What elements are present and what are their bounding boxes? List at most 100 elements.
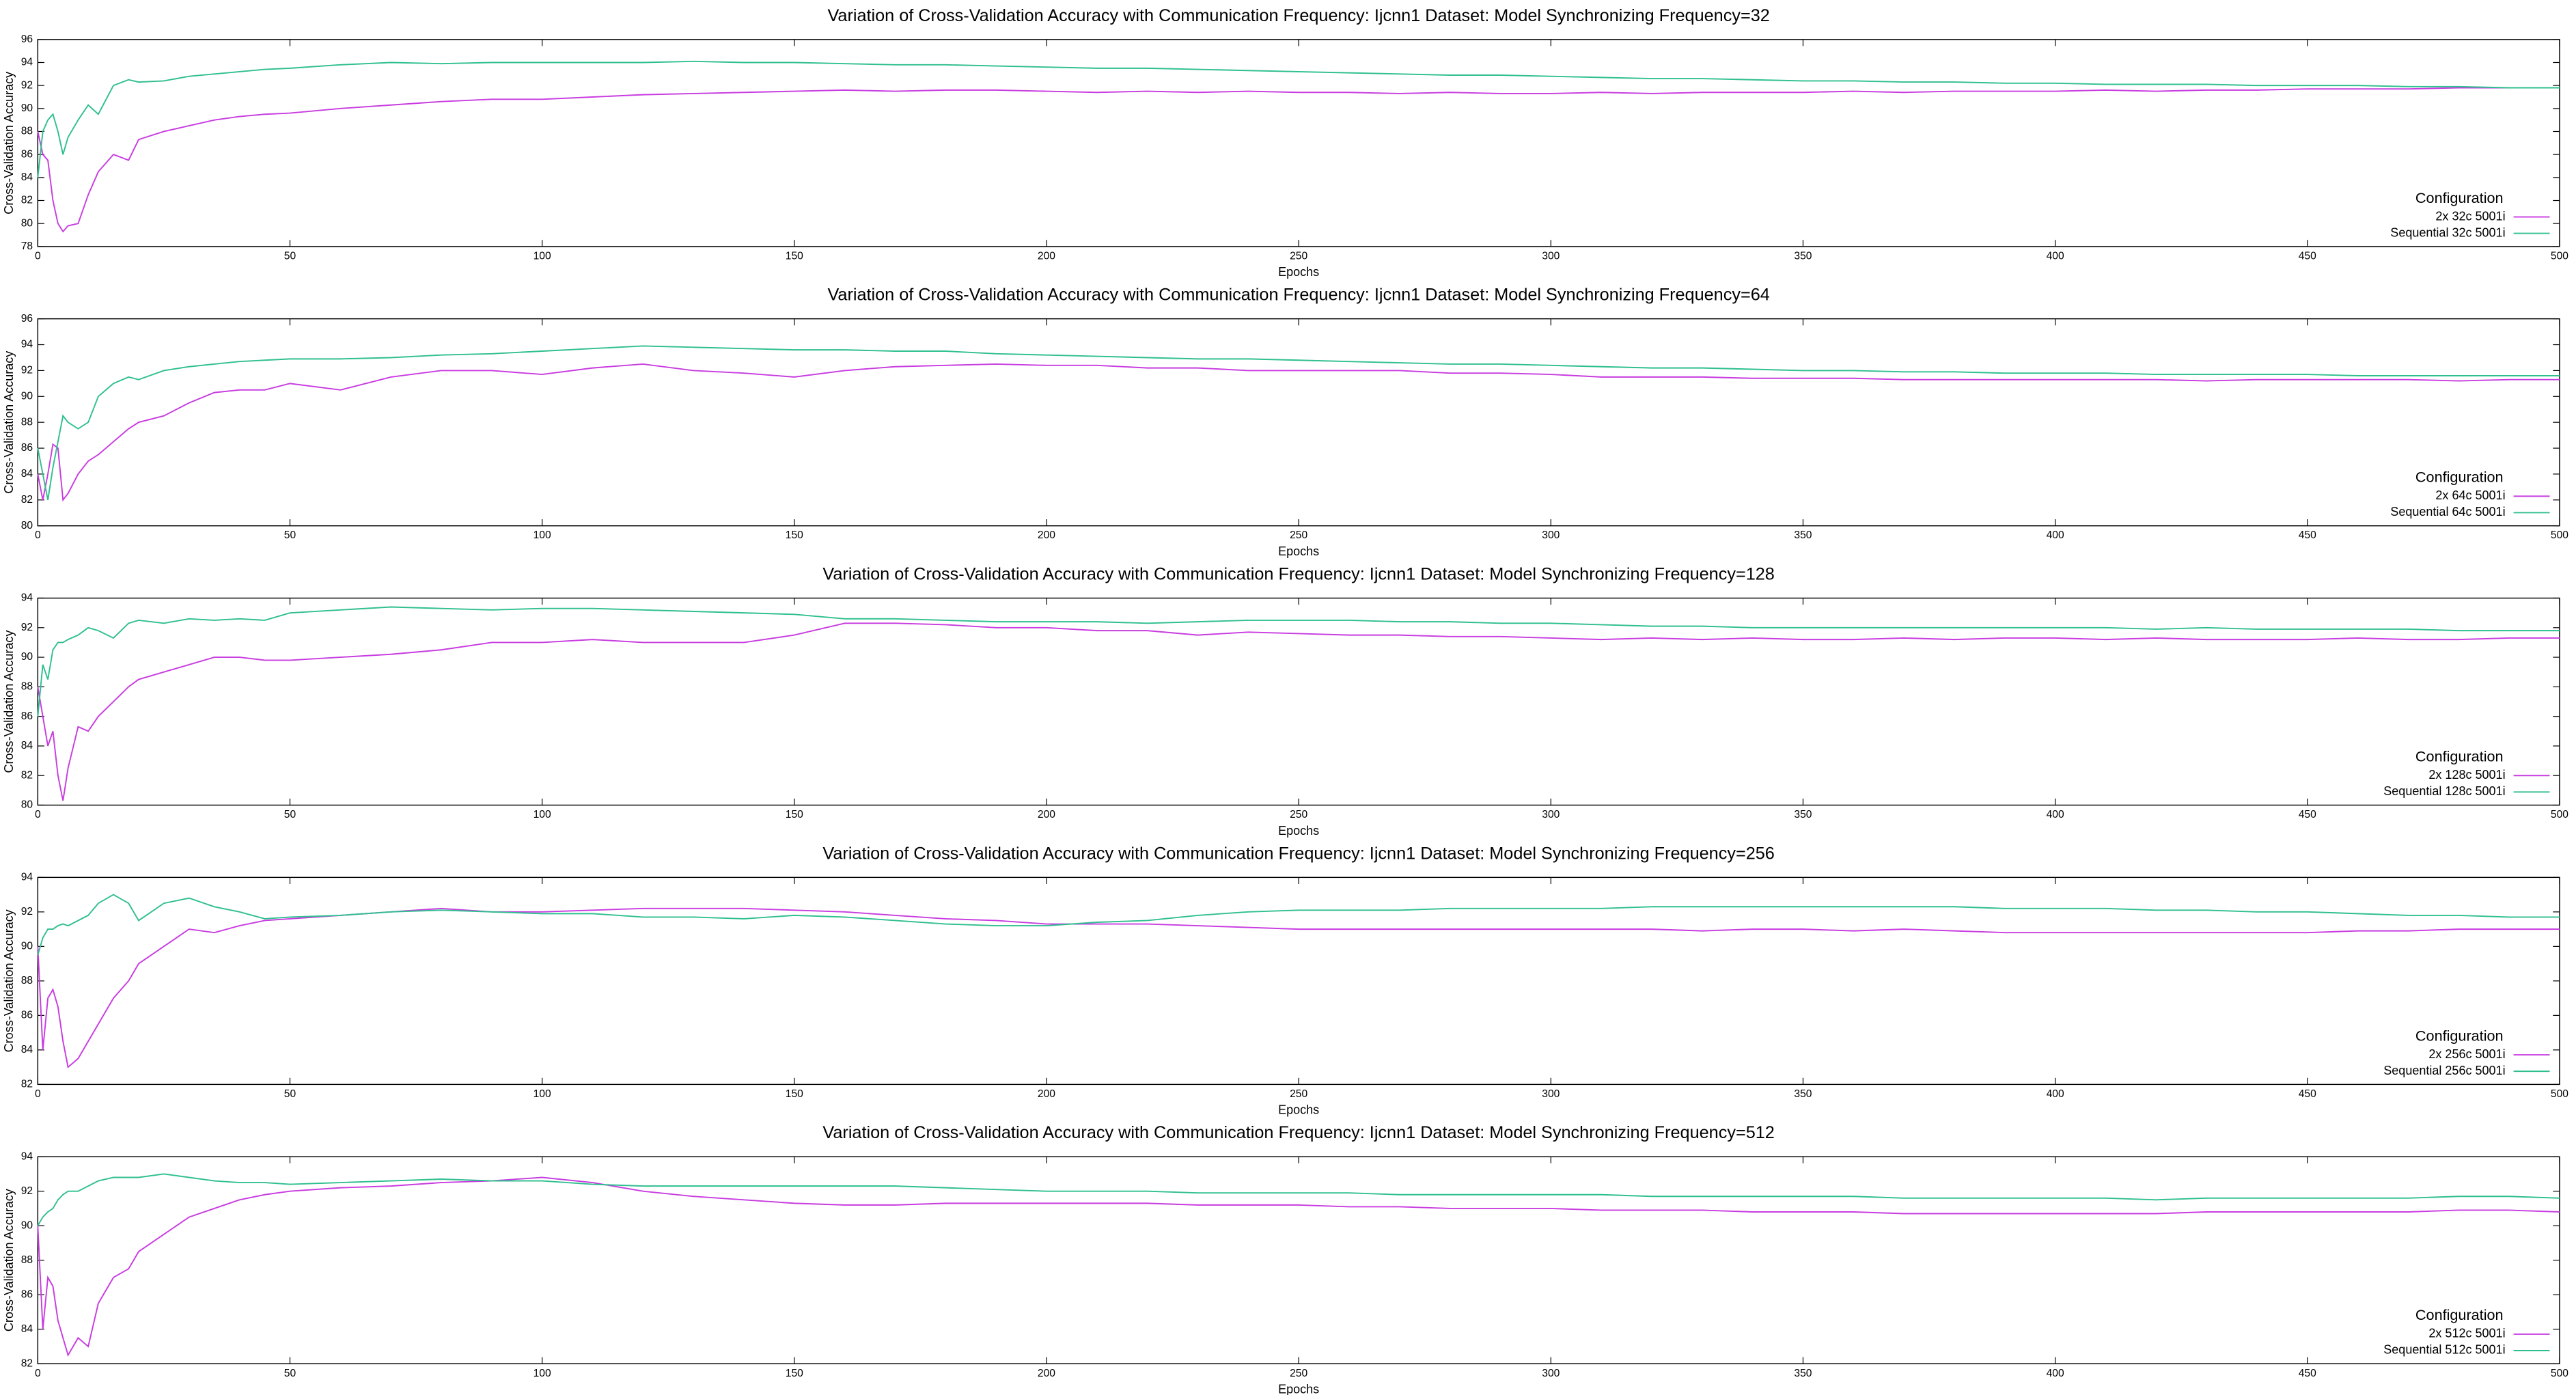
legend-label: 2x 128c 5001i [2428,768,2505,782]
data-line [37,606,2560,717]
x-tick-label: 0 [35,1088,41,1100]
y-tick-label: 90 [21,102,33,114]
legend-label: Sequential 128c 5001i [2383,784,2505,798]
y-tick-label: 90 [21,940,33,952]
x-tick-label: 350 [1794,1368,1812,1379]
chart-title: Variation of Cross-Validation Accuracy w… [827,6,1769,25]
y-tick-label: 88 [21,975,33,986]
x-tick-label: 450 [2299,809,2316,820]
x-tick-label: 100 [534,1088,551,1100]
y-axis-label: Cross-Validation Accuracy [2,909,16,1052]
data-line [37,1176,2560,1357]
y-tick-label: 86 [21,148,33,160]
y-tick-label: 94 [21,1150,33,1162]
y-tick-label: 92 [21,1185,33,1197]
y-tick-label: 80 [21,799,33,811]
y-tick-label: 86 [21,1009,33,1021]
y-tick-label: 94 [21,339,33,350]
x-tick-label: 200 [1038,1368,1055,1379]
x-tick-label: 200 [1038,529,1055,541]
x-tick-label: 300 [1542,529,1560,541]
x-tick-label: 0 [35,529,41,541]
plot-border [37,597,2560,806]
x-tick-label: 500 [2551,250,2568,262]
y-tick-label: 94 [21,592,33,604]
x-tick-label: 250 [1290,1368,1307,1379]
y-tick-label: 82 [21,769,33,781]
y-tick-label: 86 [21,710,33,722]
x-axis-label: Epochs [1278,544,1319,558]
data-line [37,622,2560,801]
x-tick-label: 50 [284,250,296,262]
y-tick-label: 92 [21,365,33,376]
y-tick-label: 78 [21,240,33,252]
x-tick-label: 200 [1038,1088,1055,1100]
x-tick-label: 0 [35,809,41,820]
plot-border [37,318,2560,527]
x-tick-label: 400 [2047,1088,2064,1100]
x-tick-label: 400 [2047,809,2064,820]
x-tick-label: 450 [2299,529,2316,541]
x-tick-label: 50 [284,1368,296,1379]
x-tick-label: 150 [786,1368,803,1379]
y-tick-label: 82 [21,195,33,206]
y-tick-label: 88 [21,1254,33,1266]
x-tick-label: 150 [786,250,803,262]
y-tick-label: 84 [21,171,33,183]
y-tick-label: 80 [21,217,33,229]
x-tick-label: 100 [534,529,551,541]
x-tick-label: 400 [2047,1368,2064,1379]
x-tick-label: 100 [534,809,551,820]
data-line [37,60,2560,178]
x-tick-label: 100 [534,250,551,262]
y-tick-label: 82 [21,494,33,506]
y-axis-label: Cross-Validation Accuracy [2,631,16,773]
y-tick-label: 92 [21,79,33,91]
x-tick-label: 0 [35,250,41,262]
x-tick-label: 450 [2299,1088,2316,1100]
x-tick-label: 100 [534,1368,551,1379]
x-tick-label: 350 [1794,809,1812,820]
y-tick-label: 84 [21,1044,33,1055]
x-tick-label: 50 [284,809,296,820]
x-tick-label: 50 [284,1088,296,1100]
legend-label: Sequential 512c 5001i [2383,1343,2505,1357]
y-tick-label: 90 [21,390,33,402]
x-tick-label: 250 [1290,250,1307,262]
x-tick-label: 400 [2047,250,2064,262]
y-tick-label: 82 [21,1357,33,1369]
y-tick-label: 92 [21,906,33,917]
x-tick-label: 300 [1542,1088,1560,1100]
y-tick-label: 84 [21,1323,33,1335]
chart-title: Variation of Cross-Validation Accuracy w… [822,1123,1774,1142]
legend-label: Sequential 32c 5001i [2390,225,2505,239]
data-line [37,363,2560,502]
y-tick-label: 90 [21,1219,33,1231]
x-tick-label: 150 [786,809,803,820]
x-tick-label: 450 [2299,1368,2316,1379]
legend-label: 2x 256c 5001i [2428,1047,2505,1061]
chart-title: Variation of Cross-Validation Accuracy w… [822,844,1774,863]
x-tick-label: 200 [1038,809,1055,820]
legend-title: Configuration [2415,1306,2504,1323]
legend-label: 2x 64c 5001i [2435,488,2505,502]
x-tick-label: 500 [2551,1368,2568,1379]
legend-title: Configuration [2415,1027,2504,1044]
y-tick-label: 96 [21,33,33,45]
data-line [37,345,2560,500]
x-tick-label: 500 [2551,809,2568,820]
y-axis-label: Cross-Validation Accuracy [2,72,16,215]
x-tick-label: 500 [2551,529,2568,541]
x-tick-label: 300 [1542,250,1560,262]
x-tick-label: 300 [1542,1368,1560,1379]
plot-border [37,876,2560,1086]
x-tick-label: 350 [1794,1088,1812,1100]
y-tick-label: 84 [21,740,33,751]
x-tick-label: 300 [1542,809,1560,820]
plot-border [37,1156,2560,1364]
y-tick-label: 94 [21,871,33,883]
y-tick-label: 88 [21,416,33,428]
data-line [37,87,2560,233]
x-tick-label: 250 [1290,1088,1307,1100]
